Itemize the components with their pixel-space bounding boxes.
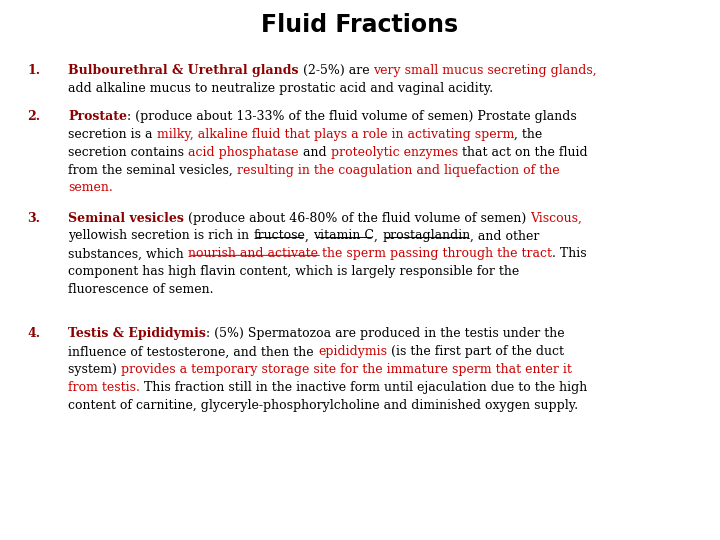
Text: and: and <box>299 146 330 159</box>
Text: Prostate: Prostate <box>68 110 127 123</box>
Text: (2-5%) are: (2-5%) are <box>299 64 374 77</box>
Text: proteolytic enzymes: proteolytic enzymes <box>330 146 458 159</box>
Text: fluorescence of semen.: fluorescence of semen. <box>68 283 214 296</box>
Text: component has high flavin content, which is largely responsible for the: component has high flavin content, which… <box>68 265 520 278</box>
Text: , the: , the <box>514 128 543 141</box>
Text: Testis & Epididymis: Testis & Epididymis <box>68 327 206 340</box>
Text: ,: , <box>305 230 313 242</box>
Text: 1.: 1. <box>27 64 40 77</box>
Text: epididymis: epididymis <box>318 345 387 358</box>
Text: Fluid Fractions: Fluid Fractions <box>261 14 459 37</box>
Text: ,: , <box>374 230 382 242</box>
Text: provides a temporary storage site for the immature sperm that enter it: provides a temporary storage site for th… <box>121 363 572 376</box>
Text: acid phosphatase: acid phosphatase <box>189 146 299 159</box>
Text: 3.: 3. <box>27 212 40 225</box>
Text: secretion is a: secretion is a <box>68 128 157 141</box>
Text: content of carnitine, glyceryle-phosphorylcholine and diminished oxygen supply.: content of carnitine, glyceryle-phosphor… <box>68 399 579 411</box>
Text: fructose: fructose <box>253 230 305 242</box>
Text: . This: . This <box>552 247 587 260</box>
Text: yellowish secretion is rich in: yellowish secretion is rich in <box>68 230 253 242</box>
Text: substances, which: substances, which <box>68 247 188 260</box>
Text: (is the first part of the duct: (is the first part of the duct <box>387 345 564 358</box>
Text: prostaglandin: prostaglandin <box>382 230 470 242</box>
Text: very small mucus secreting glands,: very small mucus secreting glands, <box>374 64 597 77</box>
Text: influence of testosterone, and then the: influence of testosterone, and then the <box>68 345 318 358</box>
Text: from the seminal vesicles,: from the seminal vesicles, <box>68 164 237 177</box>
Text: Viscous,: Viscous, <box>531 212 582 225</box>
Text: 4.: 4. <box>27 327 40 340</box>
Text: resulting in the coagulation and liquefaction of the: resulting in the coagulation and liquefa… <box>237 164 559 177</box>
Text: (produce about 46-80% of the fluid volume of semen): (produce about 46-80% of the fluid volum… <box>184 212 531 225</box>
Text: that act on the fluid: that act on the fluid <box>458 146 588 159</box>
Text: system): system) <box>68 363 121 376</box>
Text: Bulbourethral & Urethral glands: Bulbourethral & Urethral glands <box>68 64 299 77</box>
Text: milky, alkaline fluid that plays a role in activating sperm: milky, alkaline fluid that plays a role … <box>157 128 514 141</box>
Text: 2.: 2. <box>27 110 40 123</box>
Text: , and other: , and other <box>470 230 540 242</box>
Text: add alkaline mucus to neutralize prostatic acid and vaginal acidity.: add alkaline mucus to neutralize prostat… <box>68 82 493 94</box>
Text: : (produce about 13-33% of the fluid volume of semen) Prostate glands: : (produce about 13-33% of the fluid vol… <box>127 110 577 123</box>
Text: vitamin C: vitamin C <box>313 230 374 242</box>
Text: semen.: semen. <box>68 181 113 194</box>
Text: Seminal vesicles: Seminal vesicles <box>68 212 184 225</box>
Text: from testis.: from testis. <box>68 381 140 394</box>
Text: the sperm passing through the tract: the sperm passing through the tract <box>322 247 552 260</box>
Text: secretion contains: secretion contains <box>68 146 189 159</box>
Text: This fraction still in the inactive form until ejaculation due to the high: This fraction still in the inactive form… <box>140 381 588 394</box>
Text: nourish and activate: nourish and activate <box>188 247 322 260</box>
Text: : (5%) Spermatozoa are produced in the testis under the: : (5%) Spermatozoa are produced in the t… <box>206 327 565 340</box>
